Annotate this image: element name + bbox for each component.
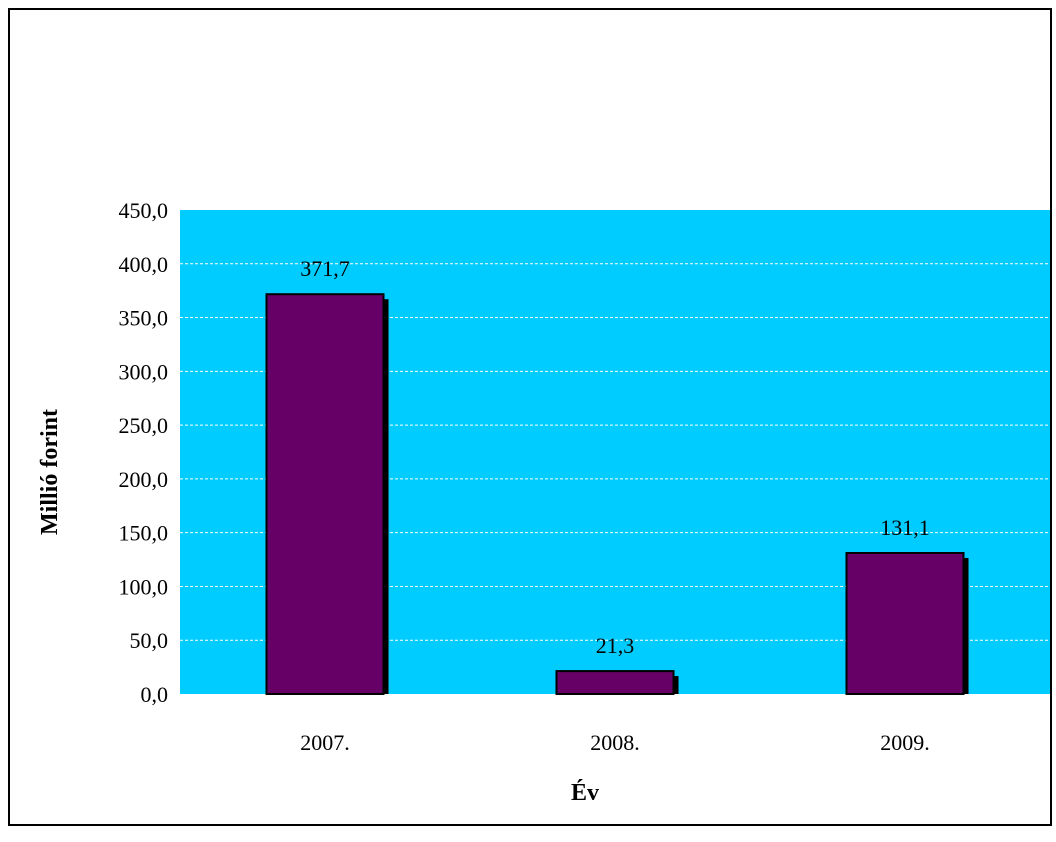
y-tick-label: 150,0: [119, 521, 169, 546]
data-label: 21,3: [596, 633, 635, 658]
x-tick-label: 2008.: [590, 730, 640, 755]
bar-2008: [555, 670, 675, 695]
y-tick-label: 400,0: [119, 252, 169, 277]
y-tick-label: 0,0: [141, 682, 169, 707]
chart-frame: 0,0 50,0 100,0 150,0 200,0 250,0 300,0 350,0 400…: [8, 8, 1052, 826]
y-tick-label: 250,0: [119, 413, 169, 438]
y-tick-label: 200,0: [119, 467, 169, 492]
x-tick-label: 2009.: [880, 730, 930, 755]
bar-2007: [265, 293, 385, 695]
bar-2009: [845, 551, 965, 696]
y-axis-title: Millió forint: [37, 409, 63, 535]
y-tick-label: 450,0: [119, 198, 169, 223]
y-tick-label: 50,0: [130, 628, 169, 653]
y-tick-label: 300,0: [119, 359, 169, 384]
data-label: 371,7: [300, 256, 350, 281]
x-axis-ticks: 2007. 2008. 2009.: [300, 730, 930, 755]
chart-svg: 0,0 50,0 100,0 150,0 200,0 250,0 300,0 350,0 400…: [37, 198, 1050, 806]
x-axis-title: Év: [571, 780, 599, 806]
y-tick-label: 100,0: [119, 574, 169, 599]
data-labels: 371,7 21,3 131,1: [300, 256, 930, 658]
x-tick-label: 2007.: [300, 730, 350, 755]
data-label: 131,1: [880, 515, 930, 540]
bars: [265, 293, 969, 696]
y-tick-label: 350,0: [119, 306, 169, 331]
y-axis-ticks: 0,0 50,0 100,0 150,0 200,0 250,0 300,0 350,0 400…: [119, 198, 169, 707]
